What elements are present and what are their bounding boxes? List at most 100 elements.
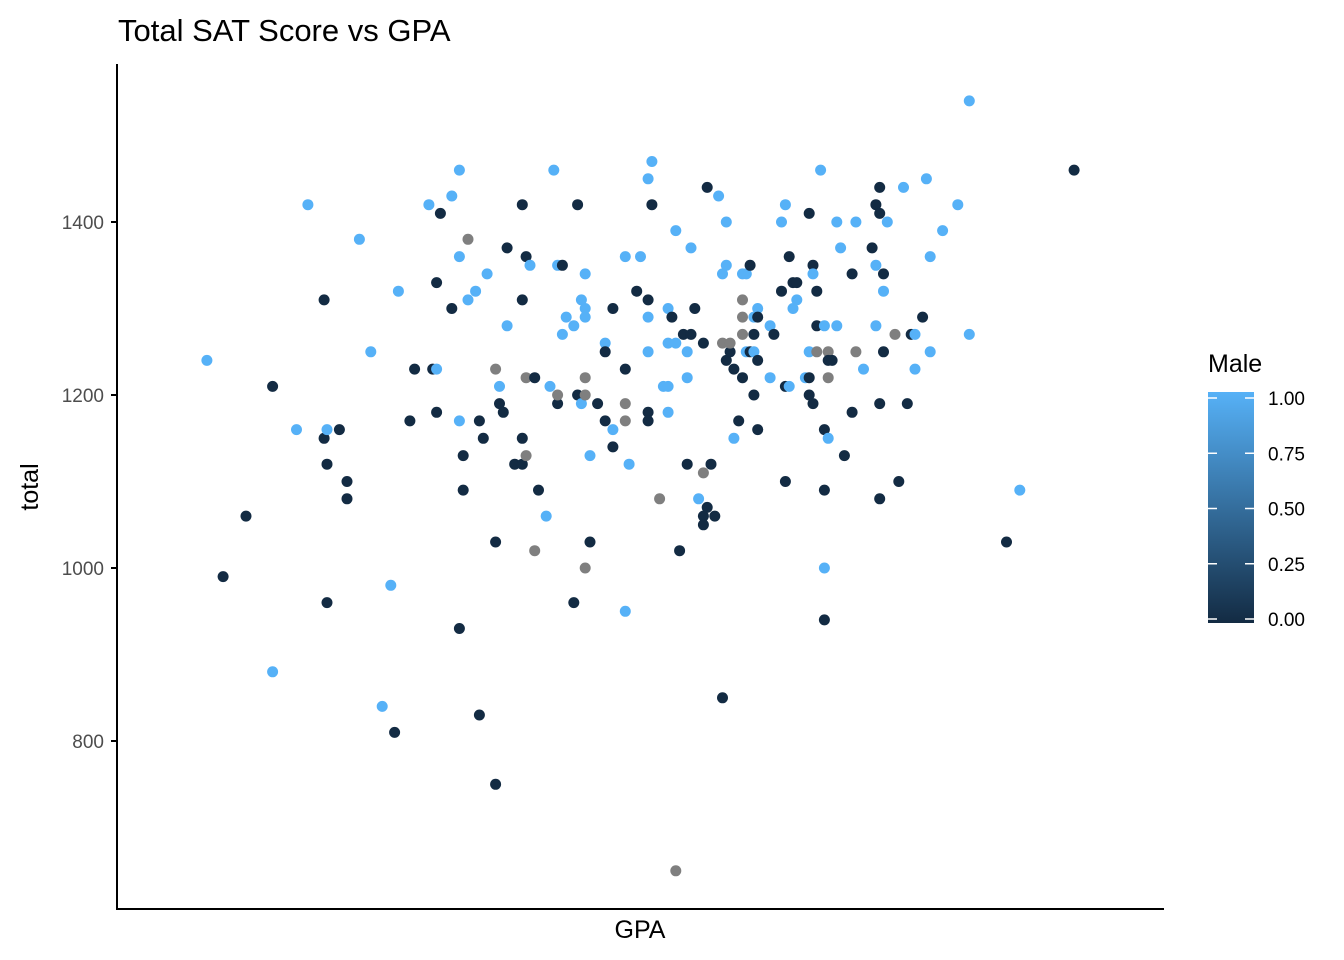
data-point bbox=[291, 424, 302, 436]
data-point bbox=[963, 95, 975, 107]
data-point bbox=[697, 510, 709, 522]
data-point bbox=[516, 294, 528, 306]
data-point bbox=[431, 406, 443, 418]
data-point bbox=[874, 398, 886, 410]
legend-tick-label: 0.00 bbox=[1268, 610, 1305, 631]
data-point bbox=[579, 389, 591, 401]
y-tick-label: 1200 bbox=[62, 386, 104, 407]
data-point bbox=[462, 294, 474, 306]
x-axis-label: GPA bbox=[615, 916, 666, 944]
data-point bbox=[693, 493, 705, 505]
data-point bbox=[302, 199, 314, 211]
data-point bbox=[924, 346, 936, 358]
data-point bbox=[768, 328, 780, 340]
data-point bbox=[850, 216, 862, 228]
data-point bbox=[619, 363, 631, 375]
data-point bbox=[501, 242, 513, 254]
data-point bbox=[201, 354, 213, 366]
data-point bbox=[599, 415, 611, 427]
data-point bbox=[811, 346, 823, 358]
data-point bbox=[584, 536, 596, 548]
legend-colorbar bbox=[1208, 392, 1254, 623]
data-point bbox=[818, 320, 830, 332]
data-point bbox=[524, 259, 536, 271]
data-point bbox=[728, 363, 740, 375]
data-point bbox=[737, 328, 748, 340]
data-point bbox=[811, 285, 823, 297]
data-point bbox=[717, 692, 728, 704]
data-point bbox=[803, 346, 815, 358]
data-point bbox=[807, 268, 819, 280]
data-point bbox=[717, 337, 728, 349]
data-point bbox=[642, 173, 654, 185]
data-point bbox=[791, 277, 803, 289]
data-point bbox=[646, 156, 658, 167]
data-point bbox=[874, 493, 886, 505]
data-point bbox=[481, 268, 493, 280]
data-point bbox=[807, 398, 819, 410]
y-axis-label: total bbox=[16, 463, 44, 510]
data-point bbox=[737, 294, 748, 306]
data-point bbox=[662, 406, 674, 418]
data-point bbox=[776, 285, 787, 297]
data-point bbox=[267, 380, 279, 392]
data-point bbox=[560, 311, 572, 323]
data-point bbox=[267, 666, 279, 678]
data-point bbox=[642, 311, 654, 323]
data-point bbox=[619, 251, 631, 263]
data-point bbox=[662, 303, 674, 314]
data-point bbox=[838, 450, 850, 462]
data-point bbox=[240, 510, 252, 522]
data-point bbox=[497, 406, 509, 418]
data-point bbox=[642, 294, 654, 306]
data-point bbox=[533, 484, 544, 496]
data-point bbox=[453, 164, 465, 176]
data-point bbox=[599, 346, 611, 358]
data-point bbox=[866, 242, 878, 254]
data-point bbox=[924, 251, 936, 263]
data-point bbox=[457, 484, 469, 496]
data-point bbox=[592, 398, 604, 410]
data-point bbox=[423, 199, 435, 211]
data-point bbox=[434, 207, 446, 219]
data-point bbox=[720, 259, 732, 271]
data-point bbox=[575, 294, 587, 306]
data-point bbox=[453, 415, 465, 427]
data-point bbox=[752, 303, 764, 314]
data-point bbox=[520, 251, 532, 263]
data-point bbox=[803, 389, 815, 401]
data-point bbox=[520, 372, 532, 384]
points-layer bbox=[201, 95, 1080, 877]
data-point bbox=[783, 251, 795, 263]
data-point bbox=[952, 199, 964, 211]
data-point bbox=[516, 199, 528, 211]
data-point bbox=[579, 311, 591, 323]
data-point bbox=[670, 337, 682, 349]
data-point bbox=[318, 294, 330, 306]
data-point bbox=[893, 476, 905, 487]
data-point bbox=[917, 311, 929, 323]
data-point bbox=[409, 363, 421, 375]
data-point bbox=[752, 311, 764, 323]
data-point bbox=[846, 268, 858, 280]
data-point bbox=[599, 337, 611, 349]
data-point bbox=[831, 320, 843, 332]
data-point bbox=[831, 216, 843, 228]
data-point bbox=[937, 225, 949, 237]
data-point bbox=[779, 199, 791, 211]
data-point bbox=[494, 380, 505, 392]
data-point bbox=[353, 233, 365, 245]
data-point bbox=[321, 597, 333, 609]
data-point bbox=[681, 372, 693, 384]
data-point bbox=[822, 346, 834, 358]
data-point bbox=[748, 389, 760, 401]
data-point bbox=[520, 450, 532, 462]
data-point bbox=[744, 259, 756, 271]
data-point bbox=[490, 536, 502, 548]
legend-tick-label: 0.50 bbox=[1268, 500, 1305, 521]
data-point bbox=[453, 623, 465, 634]
data-point bbox=[584, 450, 596, 462]
data-point bbox=[501, 320, 513, 332]
data-point bbox=[321, 458, 333, 470]
